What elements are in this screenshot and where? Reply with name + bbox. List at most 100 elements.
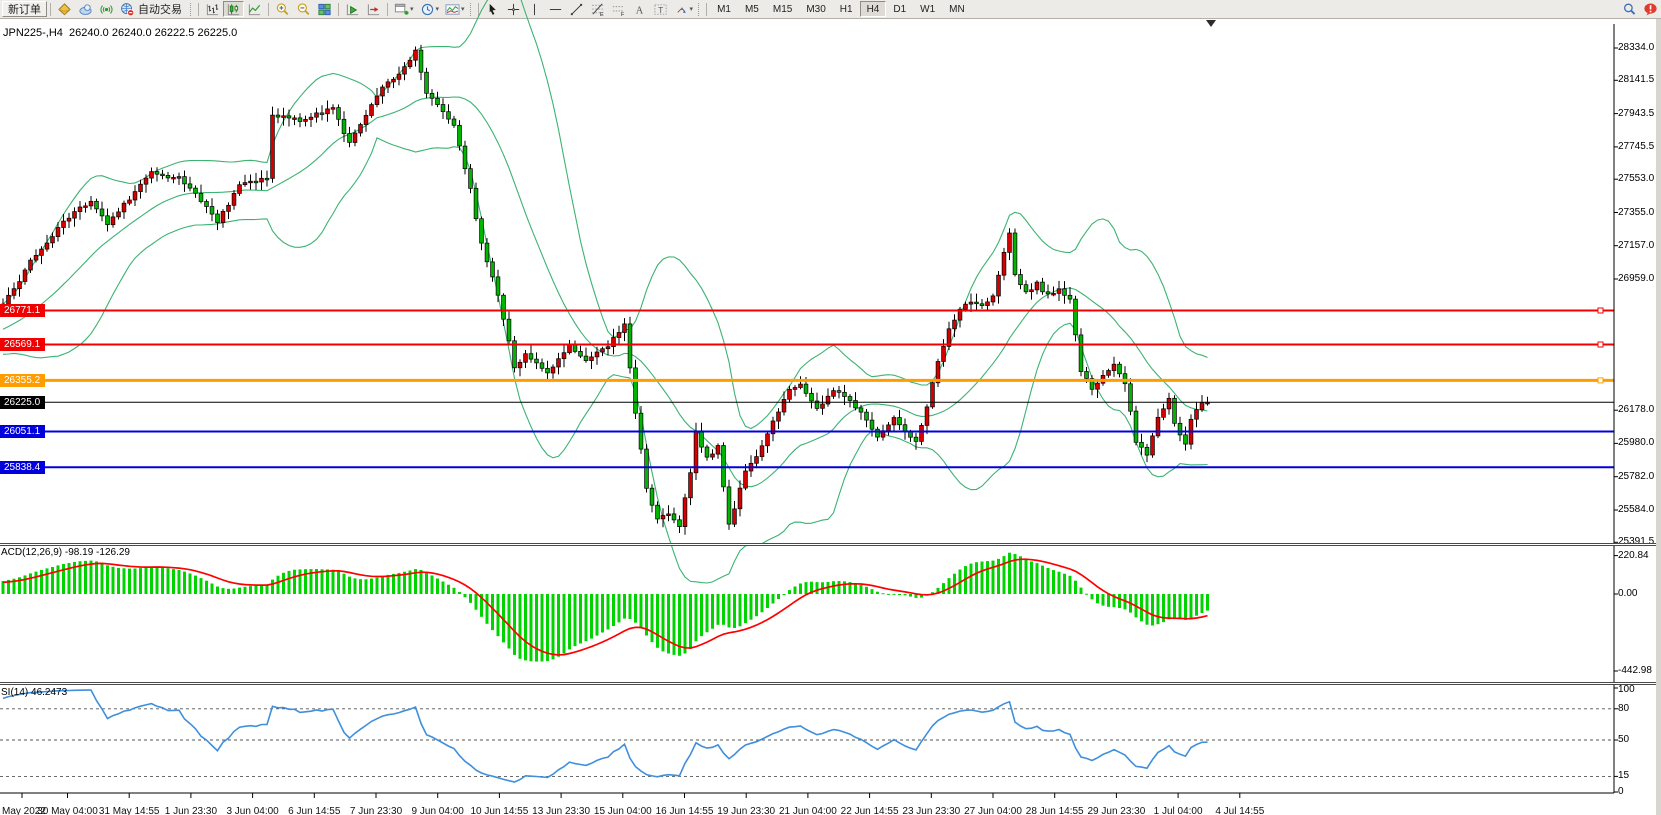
new-order-button[interactable]: 新订单: [2, 1, 47, 17]
bullish-candle: [237, 184, 242, 194]
window-right-edge: [1656, 19, 1661, 815]
macd-bar: [463, 594, 467, 598]
timeframe-m5-button[interactable]: M5: [738, 1, 766, 17]
time-axis-label: 6 Jun 14:55: [288, 806, 341, 815]
cursor-button[interactable]: [482, 1, 503, 17]
chart-shift-button[interactable]: [363, 1, 384, 17]
search-button[interactable]: [1619, 1, 1640, 17]
text-button[interactable]: A: [629, 1, 650, 17]
macd-bar: [1030, 561, 1033, 594]
bullish-candle: [270, 114, 275, 179]
zoom-out-button[interactable]: [293, 1, 314, 17]
time-axis-label: 9 Jun 04:00: [411, 806, 464, 815]
line-chart-button[interactable]: [244, 1, 265, 17]
vertical-line-button[interactable]: [524, 1, 545, 17]
macd-bar: [1140, 594, 1143, 622]
bearish-candle: [1172, 397, 1177, 424]
toolbar-grip: [469, 2, 473, 16]
macd-bar: [524, 594, 527, 661]
rsi-panel-separator[interactable]: [0, 682, 1656, 685]
bullish-candle: [1199, 402, 1205, 411]
bearish-candle: [671, 513, 677, 521]
bullish-candle: [825, 395, 831, 405]
macd-bar: [997, 558, 1000, 594]
timeframe-mn-button[interactable]: MN: [942, 1, 972, 17]
bearish-candle: [512, 340, 517, 369]
macd-bar: [1013, 554, 1017, 594]
chart-shift-marker[interactable]: [1206, 20, 1216, 27]
macd-bar: [749, 594, 753, 620]
text-label-button[interactable]: T: [650, 1, 671, 17]
bullish-candle: [1095, 382, 1100, 390]
bearish-candle: [468, 168, 473, 189]
macd-bar: [639, 594, 643, 629]
timeframe-w1-button[interactable]: W1: [913, 1, 942, 17]
macd-bar: [375, 577, 379, 594]
bullish-candle: [924, 406, 930, 426]
crosshair-button[interactable]: [503, 1, 524, 17]
timeframe-m1-button[interactable]: M1: [710, 1, 738, 17]
bearish-candle: [94, 200, 99, 210]
timeframe-d1-button[interactable]: D1: [886, 1, 913, 17]
macd-bar: [843, 581, 846, 594]
macd-bar: [562, 594, 566, 654]
bearish-candle: [319, 112, 325, 115]
toolbar-separator: [198, 2, 199, 16]
macd-bar: [793, 586, 797, 594]
signal-button[interactable]: [96, 1, 117, 17]
macd-bar: [1200, 594, 1204, 613]
cloud-user-button[interactable]: [75, 1, 96, 17]
new-chart-button[interactable]: ▾: [391, 1, 417, 17]
bullish-candle: [17, 281, 22, 290]
macd-bar: [606, 594, 610, 630]
bullish-candle: [600, 348, 605, 353]
macd-bar: [271, 579, 274, 594]
svg-text:A: A: [635, 5, 643, 16]
notification-button[interactable]: [1640, 1, 1661, 17]
macd-bar: [612, 594, 615, 626]
bullish-candle: [314, 112, 319, 118]
indicator-list-button[interactable]: ▾: [442, 1, 468, 17]
zoom-in-button[interactable]: [272, 1, 293, 17]
timeframe-h4-button[interactable]: H4: [859, 1, 887, 17]
bullish-candle: [1051, 293, 1056, 296]
macd-bar: [430, 575, 434, 594]
bearish-candle: [506, 318, 512, 342]
macd-panel-separator[interactable]: [0, 543, 1656, 546]
timeframe-h1-button[interactable]: H1: [833, 1, 860, 17]
bearish-candle: [528, 353, 534, 360]
bar-chart-button[interactable]: [202, 1, 223, 17]
fibonacci-icon: E: [591, 3, 603, 17]
bullish-candle: [935, 361, 941, 384]
macd-bar: [584, 594, 588, 642]
fibonacci-button[interactable]: E: [587, 1, 608, 17]
toolbar-grip: [190, 2, 193, 16]
macd-bar: [667, 594, 670, 654]
tile-windows-button[interactable]: [314, 1, 335, 17]
autotrading-button[interactable]: 自动交易: [117, 1, 188, 17]
arrows-button[interactable]: ▾: [671, 1, 697, 17]
macd-bar: [117, 567, 120, 594]
bearish-candle: [1040, 281, 1045, 293]
candlestick-chart-button[interactable]: [223, 1, 244, 17]
macd-signal-line: [2, 558, 1208, 656]
timeframe-m15-button[interactable]: M15: [766, 1, 799, 17]
profiles-clock-button[interactable]: ▾: [417, 1, 443, 17]
macd-bar: [1046, 568, 1050, 594]
macd-bar: [733, 594, 736, 628]
auto-scroll-button[interactable]: [342, 1, 363, 17]
bearish-candle: [869, 419, 875, 430]
gem-button[interactable]: [54, 1, 75, 17]
horizontal-line-button[interactable]: [545, 1, 566, 17]
equidistant-channel-button[interactable]: F: [608, 1, 629, 17]
bar-chart-icon: [206, 3, 219, 15]
toolbar-separator: [268, 2, 269, 16]
bullish-candle: [1161, 408, 1166, 418]
level-price-tag: 26569.1: [0, 338, 45, 351]
timeframe-m30-button[interactable]: M30: [799, 1, 832, 17]
bullish-candle: [754, 456, 759, 464]
trend-line-button[interactable]: [566, 1, 587, 17]
bullish-candle: [732, 508, 737, 525]
bullish-candle: [77, 206, 83, 212]
